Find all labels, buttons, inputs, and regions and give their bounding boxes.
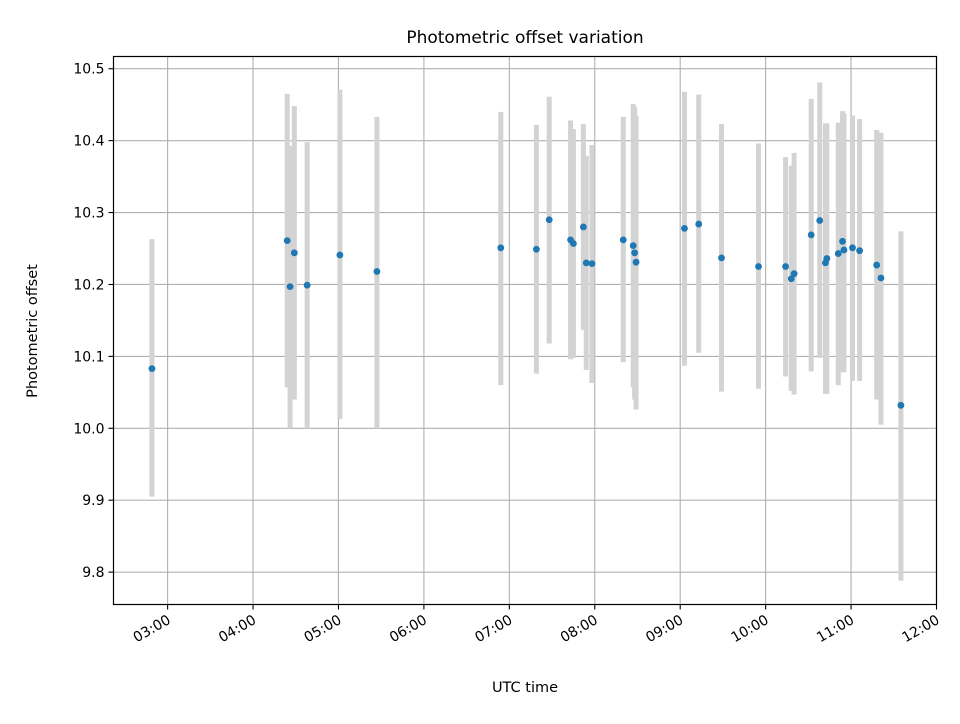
data-point: [823, 255, 831, 262]
y-tick-label: 10.4: [73, 134, 104, 150]
data-point: [545, 216, 553, 224]
data-point: [588, 260, 596, 268]
data-point: [849, 244, 856, 252]
y-axis: 9.8 9.9 10.0 10.1 10.2 10.3 10.4 10.5: [73, 62, 114, 581]
data-point: [839, 237, 846, 245]
data-point: [290, 249, 298, 257]
data-point: [632, 258, 640, 266]
y-tick-label: 10.3: [73, 206, 104, 222]
data-point: [681, 224, 688, 232]
y-tick-label: 10.0: [73, 421, 104, 437]
y-tick-label: 9.9: [82, 493, 104, 509]
data-point: [570, 240, 577, 247]
data-point: [631, 249, 639, 257]
data-point: [373, 268, 381, 275]
data-point: [286, 283, 294, 291]
data-point: [834, 250, 842, 257]
data-point: [695, 220, 703, 228]
data-point: [718, 254, 725, 262]
data-point: [877, 274, 885, 282]
y-axis-label: Photometric offset: [25, 264, 41, 398]
grid: [113, 56, 938, 605]
data-point: [856, 247, 864, 255]
data-point: [336, 251, 344, 259]
data-point: [807, 231, 815, 239]
data-point: [283, 237, 291, 245]
data-point: [755, 263, 762, 270]
data-point: [629, 242, 637, 250]
data-points: [148, 216, 905, 409]
y-tick-label: 10.1: [73, 349, 104, 365]
data-point: [873, 261, 881, 269]
data-point: [816, 217, 824, 224]
data-point: [582, 259, 590, 267]
data-point: [148, 365, 156, 373]
data-point: [497, 244, 505, 252]
chart-title: Photometric offset variation: [406, 28, 643, 48]
data-point: [840, 246, 848, 254]
data-point: [619, 236, 627, 244]
data-point: [787, 275, 795, 283]
plot-frame: [112, 55, 938, 606]
y-tick-label: 10.2: [73, 277, 104, 293]
y-tick-label: 9.8: [82, 565, 104, 581]
data-point: [782, 263, 789, 270]
x-axis-label: UTC time: [492, 680, 558, 696]
data-point: [897, 401, 905, 409]
data-point: [790, 270, 798, 278]
data-point: [303, 281, 311, 289]
data-point: [579, 223, 587, 231]
data-point: [532, 245, 540, 253]
y-tick-label: 10.5: [73, 62, 104, 78]
